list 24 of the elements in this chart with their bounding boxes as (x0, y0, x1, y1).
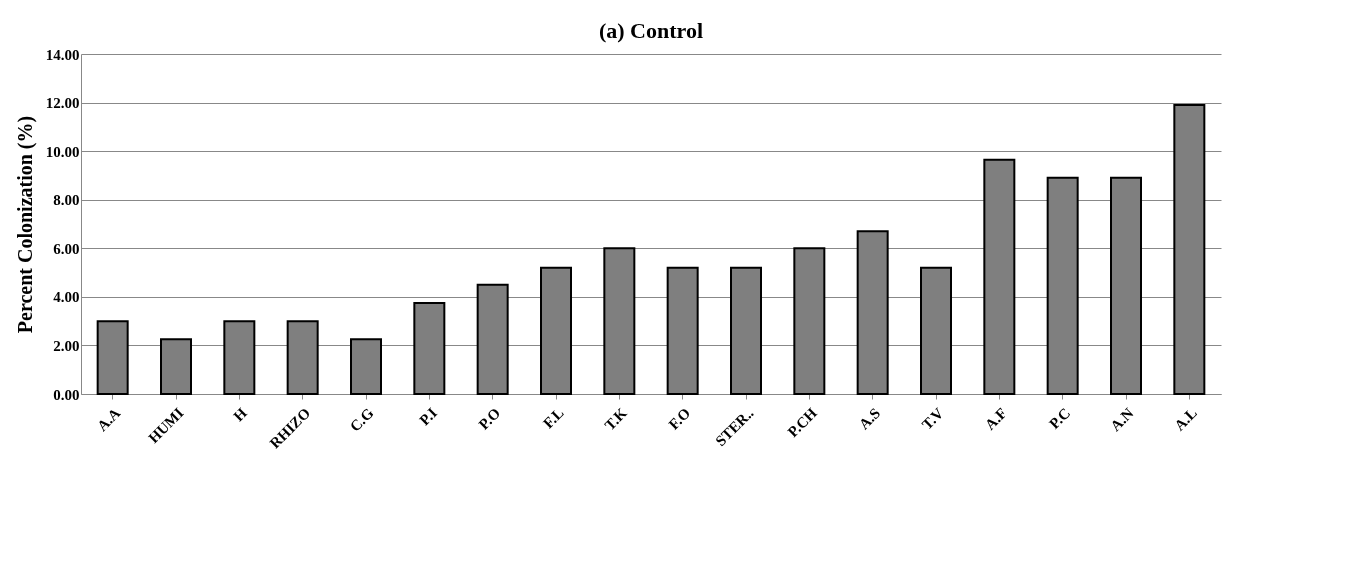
x-tick-label: A.N (1107, 404, 1137, 435)
x-tick-label: F.L (540, 404, 567, 432)
x-tick-label: A.S (855, 404, 884, 433)
x-tick-label: P.I (416, 404, 441, 429)
y-tick-label: 14.00 (45, 46, 80, 63)
x-tick-label: T.K (601, 404, 631, 434)
y-axis-title: Percent Colonization (%) (13, 115, 37, 334)
y-tick-label: 10.00 (45, 143, 80, 160)
y-tick-label: 4.00 (53, 289, 80, 306)
x-tick-label: A.A (93, 404, 124, 435)
y-tick-label: 0.00 (53, 386, 80, 403)
x-tick-label: P.O (475, 404, 504, 433)
y-tick-label: 6.00 (53, 240, 80, 257)
x-tick-label: T.V (918, 404, 947, 433)
y-tick-label: 2.00 (53, 337, 80, 354)
x-tick-label: C.G (346, 404, 377, 435)
x-tick-label: A.F (981, 404, 1010, 433)
x-tick-label: P.C (1046, 404, 1074, 432)
y-tick-label: 12.00 (45, 95, 80, 112)
x-tick-label: F.O (665, 404, 694, 433)
y-tick-label: 8.00 (53, 192, 80, 209)
x-tick-label: H (230, 404, 251, 425)
chart-title: (a) Control (598, 18, 704, 43)
x-tick-label: A.L (1171, 404, 1200, 434)
